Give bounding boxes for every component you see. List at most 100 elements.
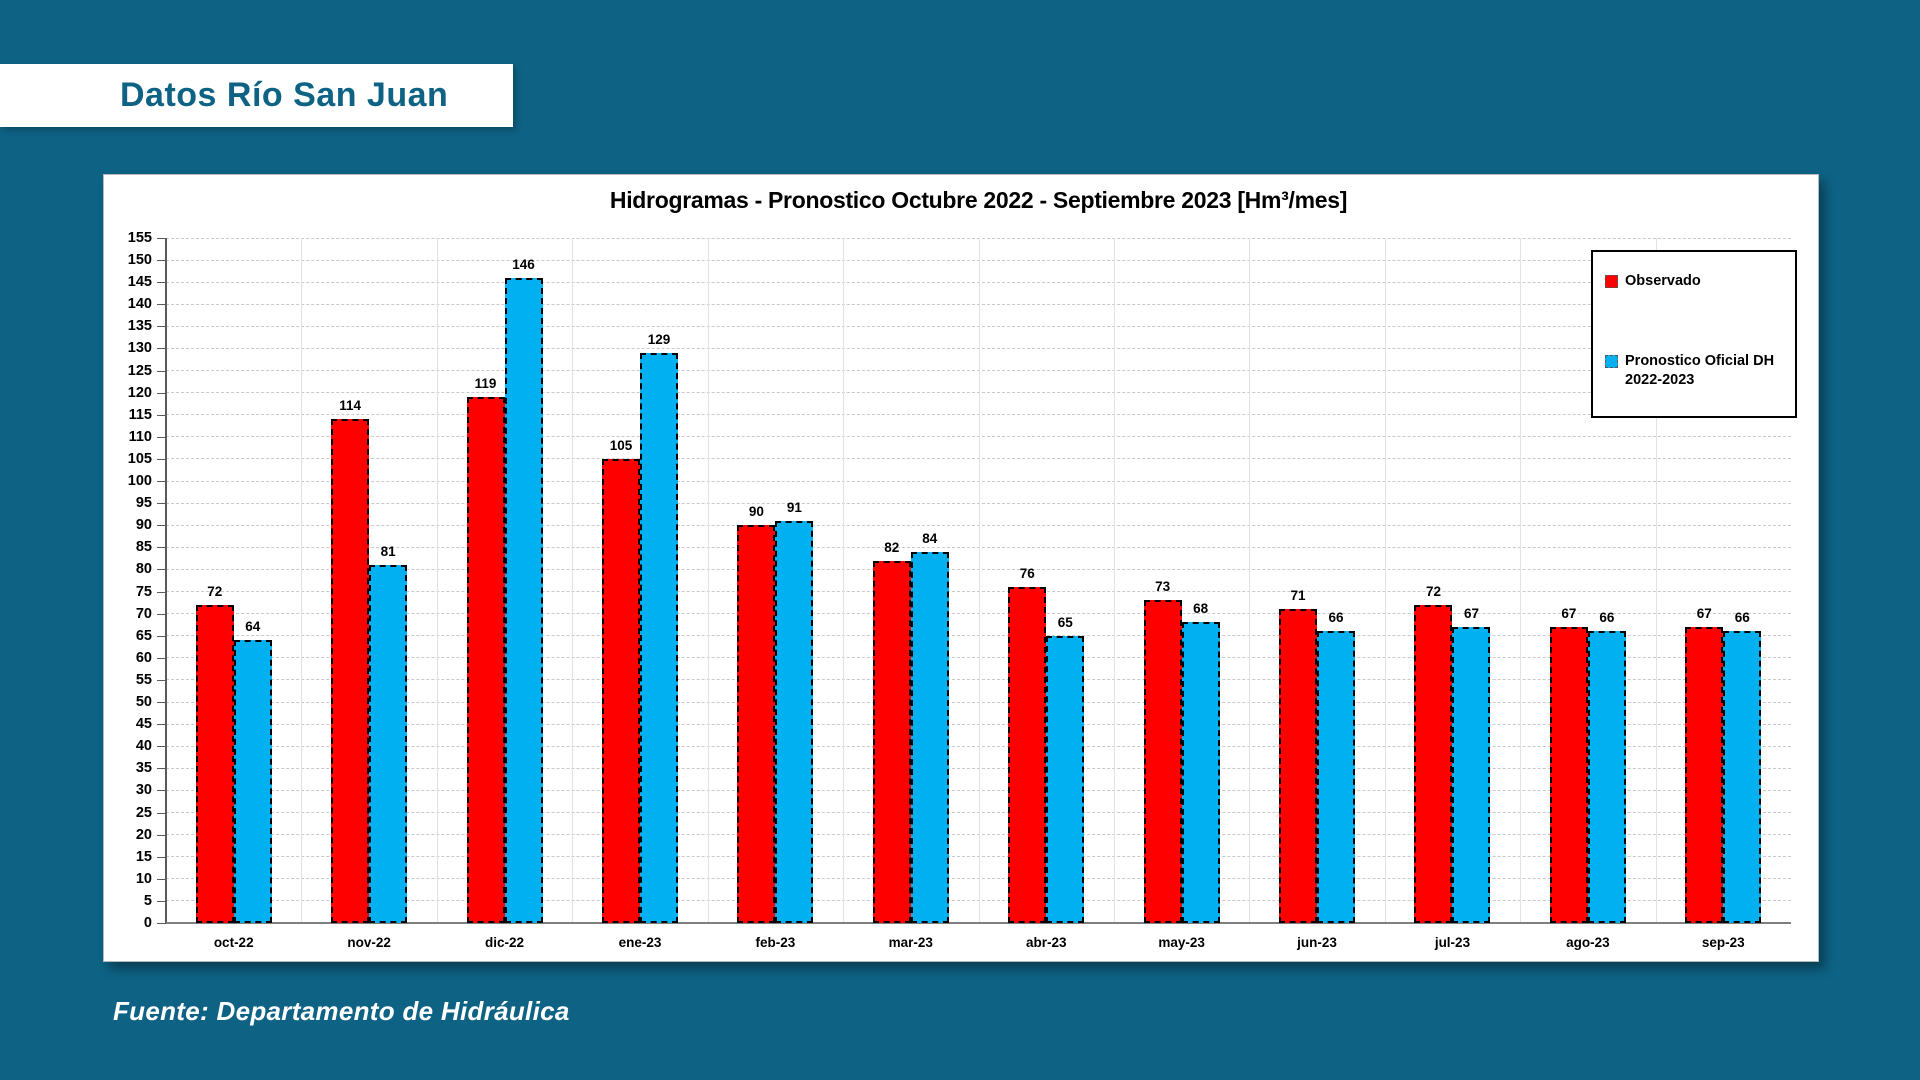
observado-bar xyxy=(1414,604,1453,923)
y-axis-tick-label: 115 xyxy=(128,406,152,423)
y-axis-tick-label: 100 xyxy=(127,473,152,490)
x-axis-label: nov-22 xyxy=(347,935,391,950)
chart-legend: Observado Pronostico Oficial DH 2022-202… xyxy=(1591,250,1797,418)
y-axis-tick xyxy=(157,923,166,924)
bar-value-label: 119 xyxy=(474,376,497,392)
bar-value-label: 84 xyxy=(922,530,938,546)
pronostico-bar xyxy=(1587,631,1626,923)
y-axis-tick-label: 50 xyxy=(135,694,152,711)
gridline xyxy=(1249,238,1251,923)
y-axis-tick-label: 20 xyxy=(135,826,152,843)
header-banner: Datos Río San Juan xyxy=(0,64,513,127)
gridline xyxy=(436,238,438,923)
y-axis-tick xyxy=(157,326,166,328)
y-axis-tick xyxy=(157,370,166,372)
y-axis-tick xyxy=(157,304,166,306)
pronostico-bar xyxy=(504,277,543,923)
x-axis-line xyxy=(166,922,1791,924)
observado-bar xyxy=(1549,626,1588,923)
bar-value-label: 129 xyxy=(647,331,671,347)
pronostico-bar xyxy=(1317,631,1356,923)
y-axis-tick xyxy=(157,392,166,394)
bar-value-label: 146 xyxy=(512,256,535,272)
y-axis-tick xyxy=(157,591,166,593)
observado-bar xyxy=(1143,600,1182,923)
x-axis-label: oct-22 xyxy=(213,935,254,950)
bar-value-label: 66 xyxy=(1328,610,1344,626)
pronostico-bar xyxy=(1452,626,1491,923)
observado-bar xyxy=(601,458,640,923)
y-axis-tick-label: 80 xyxy=(135,561,152,578)
source-caption: Fuente: Departamento de Hidráulica xyxy=(113,996,570,1026)
bar-value-label: 66 xyxy=(1599,610,1615,626)
y-axis-tick-label: 5 xyxy=(143,892,152,909)
y-axis-tick xyxy=(157,613,166,615)
observado-bar xyxy=(195,604,234,923)
y-axis-tick-label: 105 xyxy=(127,450,152,467)
pronostico-bar xyxy=(1723,631,1762,923)
bar-value-label: 76 xyxy=(1019,566,1035,582)
bar-value-label: 65 xyxy=(1057,614,1073,630)
pronostico-bar xyxy=(1181,622,1220,923)
y-axis-tick-label: 145 xyxy=(127,274,152,291)
bar-value-label: 67 xyxy=(1561,605,1577,621)
bar-value-label: 67 xyxy=(1463,605,1479,621)
gridline xyxy=(1655,238,1657,923)
bar-value-label: 72 xyxy=(207,583,223,599)
observado-bar xyxy=(872,560,911,923)
bar-value-label: 73 xyxy=(1155,579,1171,595)
bar-value-label: 68 xyxy=(1193,601,1209,617)
bar-value-label: 66 xyxy=(1734,610,1750,626)
x-axis-label: jun-23 xyxy=(1297,935,1337,950)
y-axis-tick-label: 65 xyxy=(135,627,152,644)
y-axis-tick xyxy=(157,458,166,460)
y-axis-tick-label: 90 xyxy=(135,517,152,534)
plot-area: 0 5 10 15 20 25 30 35 40 45 50 55 60 65 70 75 80 85 90 95 10… xyxy=(104,175,1818,961)
bar-value-label: 114 xyxy=(339,398,362,414)
bar-value-label: 91 xyxy=(786,499,802,515)
y-axis-tick xyxy=(157,724,166,726)
bar-value-label: 72 xyxy=(1425,583,1441,599)
y-axis-tick-label: 85 xyxy=(135,539,152,556)
y-axis-tick-label: 60 xyxy=(135,649,152,666)
y-axis-tick xyxy=(157,436,166,438)
x-axis-label: sep-23 xyxy=(1701,935,1745,950)
chart-panel: Hidrogramas - Pronostico Octubre 2022 - … xyxy=(103,174,1819,962)
y-axis-tick-label: 10 xyxy=(135,870,152,887)
pronostico-bar xyxy=(1046,635,1085,923)
gridline xyxy=(707,238,709,923)
observado-bar xyxy=(1279,609,1318,923)
y-axis-tick-label: 155 xyxy=(127,230,152,246)
y-axis-tick-label: 0 xyxy=(143,915,152,931)
y-axis-tick-label: 110 xyxy=(128,428,152,445)
observado-swatch-icon xyxy=(1605,275,1618,288)
chart-title: Hidrogramas - Pronostico Octubre 2022 - … xyxy=(609,187,1348,213)
pronostico-bar xyxy=(775,520,814,923)
y-axis-tick xyxy=(157,878,166,880)
gridline xyxy=(978,238,980,923)
observado-bar xyxy=(1685,626,1724,923)
y-axis-tick xyxy=(157,481,166,483)
x-axis-label: ago-23 xyxy=(1566,935,1610,950)
x-axis-label: ene-23 xyxy=(618,935,662,950)
legend-label: Observado xyxy=(1625,273,1701,289)
y-axis-tick-label: 150 xyxy=(127,252,152,269)
x-axis-label: mar-23 xyxy=(888,935,933,950)
y-axis-line xyxy=(165,238,167,923)
y-axis-tick xyxy=(157,746,166,748)
legend-item-pronostico: Pronostico Oficial DH 2022-2023 xyxy=(1605,352,1774,390)
pronostico-swatch-icon xyxy=(1605,355,1618,368)
bar-value-label: 105 xyxy=(609,437,633,453)
y-axis-tick-label: 15 xyxy=(135,848,152,865)
y-axis-tick xyxy=(157,768,166,770)
y-axis-tick xyxy=(157,702,166,704)
y-axis-tick-label: 140 xyxy=(127,296,152,313)
y-axis-tick-label: 25 xyxy=(135,804,152,821)
y-axis-tick xyxy=(157,856,166,858)
y-axis-tick-label: 30 xyxy=(135,782,152,799)
y-axis-tick xyxy=(157,790,166,792)
legend-label: Pronostico Oficial DH 2022-2023 xyxy=(1625,353,1775,388)
pronostico-bar xyxy=(639,352,678,923)
y-axis-tick-label: 55 xyxy=(135,671,152,688)
x-axis-label: may-23 xyxy=(1158,935,1205,950)
